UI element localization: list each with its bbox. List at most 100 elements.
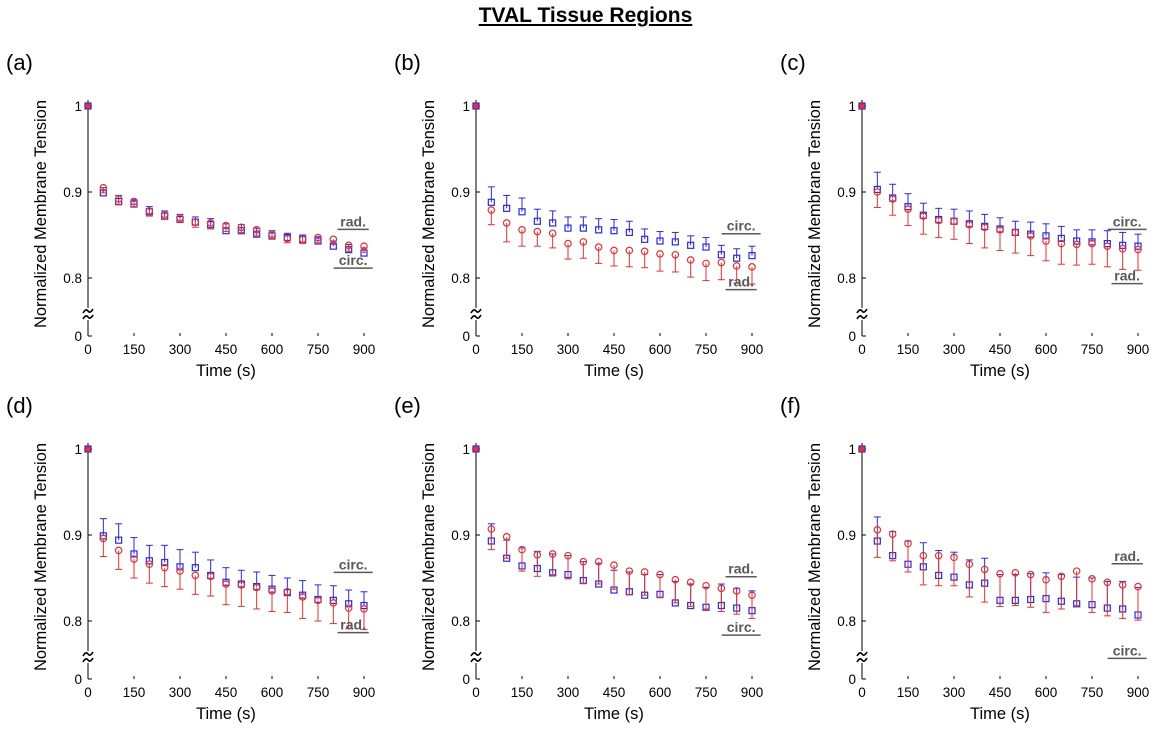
data-point xyxy=(502,532,511,541)
data-point xyxy=(176,563,184,571)
y-tick-label: 0.8 xyxy=(837,271,856,286)
data-point xyxy=(919,212,928,220)
data-point xyxy=(748,591,756,600)
x-tick-label: 450 xyxy=(989,342,1012,357)
data-point xyxy=(717,584,726,593)
y-tick-label: 0 xyxy=(74,672,82,687)
data-point xyxy=(487,206,496,214)
chart-a: (a) 0 0.8 0.9 1 0 150 300 450 600 750 900 Time (s) No… xyxy=(6,50,376,380)
chart-f: (f) 0 0.8 0.9 1 0 150 300 450 600 750 900 Time (s) No… xyxy=(780,393,1149,723)
chart-c: (c) 0 0.8 0.9 1 0 150 300 450 600 750 900 Time (s) No… xyxy=(780,50,1149,380)
data-point xyxy=(1057,239,1066,248)
series-annotation: circ. xyxy=(339,252,368,268)
data-point xyxy=(502,219,511,227)
data-point xyxy=(99,183,108,192)
chart-b: (b) 0 0.8 0.9 1 0 150 300 450 600 750 900 Time (s) No… xyxy=(394,50,763,380)
axis-break-mark xyxy=(856,308,868,320)
data-point xyxy=(176,567,184,575)
y-tick-label: 0 xyxy=(848,672,856,687)
data-point xyxy=(564,551,572,560)
data-point xyxy=(640,568,649,576)
data-point xyxy=(1119,241,1127,249)
data-point xyxy=(252,583,261,592)
y-tick-label: 0.9 xyxy=(63,528,82,543)
data-point xyxy=(1103,578,1112,587)
data-point xyxy=(980,223,989,232)
x-axis-label: Time (s) xyxy=(584,705,644,723)
data-point xyxy=(206,572,215,581)
data-point xyxy=(344,241,353,250)
data-point xyxy=(145,207,154,215)
data-point xyxy=(656,250,664,258)
x-tick-label: 600 xyxy=(649,342,672,357)
data-point xyxy=(1042,232,1050,240)
data-point xyxy=(222,221,230,230)
y-tick-label: 0 xyxy=(462,329,470,344)
data-point xyxy=(533,217,541,225)
data-point xyxy=(114,195,123,203)
data-point xyxy=(99,534,108,543)
data-point xyxy=(145,560,154,569)
data-point xyxy=(594,243,603,251)
data-point xyxy=(1134,582,1142,591)
x-tick-label: 900 xyxy=(741,685,764,700)
data-point xyxy=(1026,570,1035,579)
data-point xyxy=(191,564,199,572)
x-tick-label: 150 xyxy=(897,685,920,700)
series-rad xyxy=(84,445,368,631)
data-point-start xyxy=(472,102,480,110)
data-point xyxy=(298,235,307,244)
data-point xyxy=(564,239,572,248)
data-point xyxy=(518,208,526,216)
data-point xyxy=(733,254,741,262)
y-tick-label: 1 xyxy=(848,99,856,114)
data-point xyxy=(610,561,618,569)
data-point xyxy=(268,230,276,238)
data-point xyxy=(518,545,526,554)
x-tick-label: 750 xyxy=(1081,342,1104,357)
data-point xyxy=(283,234,292,243)
data-point xyxy=(1011,228,1020,237)
x-tick-label: 900 xyxy=(353,342,376,357)
data-point xyxy=(656,570,664,579)
data-point xyxy=(732,587,741,595)
data-point-start xyxy=(858,102,866,110)
data-point xyxy=(314,596,322,605)
x-axis-label: Time (s) xyxy=(970,362,1030,380)
x-tick-label: 300 xyxy=(557,685,580,700)
data-point xyxy=(145,557,153,565)
data-point xyxy=(656,237,664,245)
series-circ xyxy=(472,102,756,262)
data-point xyxy=(1118,244,1127,253)
y-tick-label: 0.9 xyxy=(837,185,856,200)
data-point xyxy=(191,571,200,580)
data-point xyxy=(1057,234,1065,243)
data-point xyxy=(1042,575,1050,584)
data-point xyxy=(503,204,511,212)
data-point xyxy=(191,218,200,226)
data-point xyxy=(160,210,169,219)
x-tick-label: 300 xyxy=(169,685,192,700)
data-point xyxy=(268,587,276,595)
data-point xyxy=(625,246,634,255)
data-point xyxy=(610,227,618,235)
data-point xyxy=(533,227,542,236)
axis-break-mark xyxy=(82,651,94,663)
data-point xyxy=(1088,575,1096,583)
x-tick-label: 600 xyxy=(261,342,284,357)
y-tick-label: 0 xyxy=(74,329,82,344)
panel-c: (c) 0 0.8 0.9 1 0 150 300 450 600 750 900 Time (s) No… xyxy=(776,42,1156,392)
data-point xyxy=(965,560,974,569)
data-point xyxy=(610,246,618,255)
data-point xyxy=(1057,572,1066,581)
data-point xyxy=(702,581,710,590)
data-point xyxy=(686,578,695,587)
y-axis-label: Normalized Membrane Tension xyxy=(420,100,438,328)
data-point xyxy=(702,259,710,268)
data-point xyxy=(625,228,633,237)
series-annotation: rad. xyxy=(728,274,754,290)
data-point xyxy=(237,581,246,589)
data-point xyxy=(595,226,603,234)
data-point xyxy=(934,216,943,225)
data-point xyxy=(115,536,123,544)
